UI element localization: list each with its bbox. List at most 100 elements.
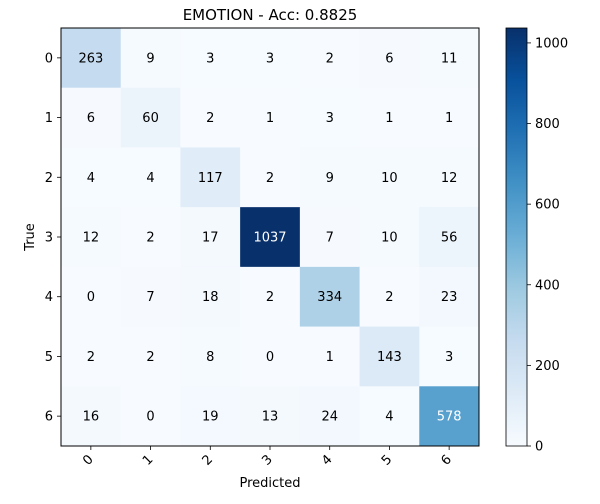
x-axis-ticks: 0 1 2 3 4 5 6	[80, 446, 455, 469]
colorbar-tick-label: 200	[535, 359, 560, 374]
cell-value-label: 143	[377, 350, 402, 365]
heatmap-cell	[240, 386, 301, 447]
y-tick-label: 3	[45, 231, 53, 246]
heatmap-cell	[61, 326, 122, 387]
cell-value-label: 3	[266, 51, 274, 66]
colorbar-tick-label: 400	[535, 278, 560, 293]
heatmap-cell	[120, 386, 181, 447]
colorbar-tick-label: 0	[535, 440, 543, 455]
cell-value-label: 2	[146, 350, 154, 365]
heatmap-cell	[359, 266, 420, 327]
cell-value-label: 578	[437, 410, 462, 425]
heatmap-cell	[180, 207, 241, 268]
x-tick-label: 1	[140, 452, 156, 468]
cell-value-label: 2	[266, 171, 274, 186]
cell-value-label: 19	[202, 410, 219, 425]
heatmap-cell	[240, 28, 301, 89]
heatmap-cell	[180, 87, 241, 148]
heatmap-cell	[61, 147, 122, 208]
heatmap-cell	[299, 266, 360, 327]
cell-value-label: 1	[445, 111, 453, 126]
cell-value-label: 0	[87, 290, 95, 305]
cell-value-label: 1	[326, 350, 334, 365]
colorbar-tick-label: 800	[535, 117, 560, 132]
colorbar-tick-label: 1000	[535, 36, 568, 51]
heatmap-cell	[180, 326, 241, 387]
cell-value-label: 9	[326, 171, 334, 186]
heatmap-cell	[419, 386, 480, 447]
cell-value-label: 0	[266, 350, 274, 365]
heatmap-cell	[180, 147, 241, 208]
y-tick-label: 0	[45, 51, 53, 66]
heatmap-cell	[299, 207, 360, 268]
heatmap-cell	[120, 207, 181, 268]
colorbar-tick-label: 600	[535, 198, 560, 213]
heatmap-cell	[299, 326, 360, 387]
heatmap-cell	[120, 147, 181, 208]
cell-value-label: 3	[326, 111, 334, 126]
y-tick-label: 6	[45, 410, 53, 425]
x-tick-label: 6	[439, 452, 455, 468]
cell-value-label: 2	[326, 51, 334, 66]
cell-value-label: 263	[78, 51, 103, 66]
cell-value-label: 12	[441, 171, 458, 186]
heatmap-cell	[359, 87, 420, 148]
cell-value-label: 56	[441, 231, 458, 246]
cell-value-label: 24	[321, 410, 338, 425]
heatmap-cell	[240, 266, 301, 327]
x-tick-label: 5	[379, 452, 395, 468]
x-tick-label: 2	[200, 452, 216, 468]
cell-value-label: 117	[198, 171, 223, 186]
y-tick-label: 4	[45, 290, 53, 305]
heatmap-cell	[61, 207, 122, 268]
cell-value-label: 10	[381, 171, 398, 186]
heatmap-cell	[299, 386, 360, 447]
cell-value-label: 2	[146, 231, 154, 246]
heatmap-cell	[180, 386, 241, 447]
heatmap-cell	[61, 266, 122, 327]
heatmap-cell	[120, 326, 181, 387]
heatmap-cell	[419, 266, 480, 327]
heatmap-cell	[299, 147, 360, 208]
cell-value-label: 10	[381, 231, 398, 246]
x-tick-label: 0	[80, 452, 96, 468]
heatmap-cell	[61, 386, 122, 447]
cell-value-label: 1037	[253, 231, 286, 246]
cell-value-label: 3	[445, 350, 453, 365]
colorbar-ticks: 0 200 400 600 800 1000	[527, 36, 568, 455]
cell-value-label: 18	[202, 290, 219, 305]
heatmap-cell	[240, 326, 301, 387]
heatmap-cell	[419, 87, 480, 148]
cell-value-label: 13	[262, 410, 279, 425]
heatmap-cell	[419, 207, 480, 268]
heatmap-cell	[419, 147, 480, 208]
heatmap-cell	[180, 266, 241, 327]
cell-value-label: 1	[266, 111, 274, 126]
cell-value-label: 0	[146, 410, 154, 425]
heatmap-cell	[240, 87, 301, 148]
cell-value-label: 60	[142, 111, 159, 126]
cell-value-label: 334	[317, 290, 342, 305]
cell-value-label: 2	[266, 290, 274, 305]
cell-value-label: 7	[326, 231, 334, 246]
cell-value-label: 2	[87, 350, 95, 365]
cell-value-label: 1	[385, 111, 393, 126]
heatmap-cell	[359, 207, 420, 268]
y-axis-ticks: 0 1 2 3 4 5 6	[45, 51, 61, 425]
x-tick-label: 4	[319, 452, 335, 468]
heatmap-cell	[61, 87, 122, 148]
y-tick-label: 2	[45, 171, 53, 186]
cell-value-label: 4	[87, 171, 95, 186]
cell-value-label: 3	[206, 51, 214, 66]
chart-title: EMOTION - Acc: 0.8825	[183, 6, 358, 24]
y-tick-label: 5	[45, 350, 53, 365]
cell-value-label: 2	[206, 111, 214, 126]
heatmap-cell	[359, 28, 420, 89]
heatmap-cell	[120, 87, 181, 148]
cell-value-label: 4	[385, 410, 393, 425]
cell-value-label: 4	[146, 171, 154, 186]
heatmap-cell	[299, 87, 360, 148]
